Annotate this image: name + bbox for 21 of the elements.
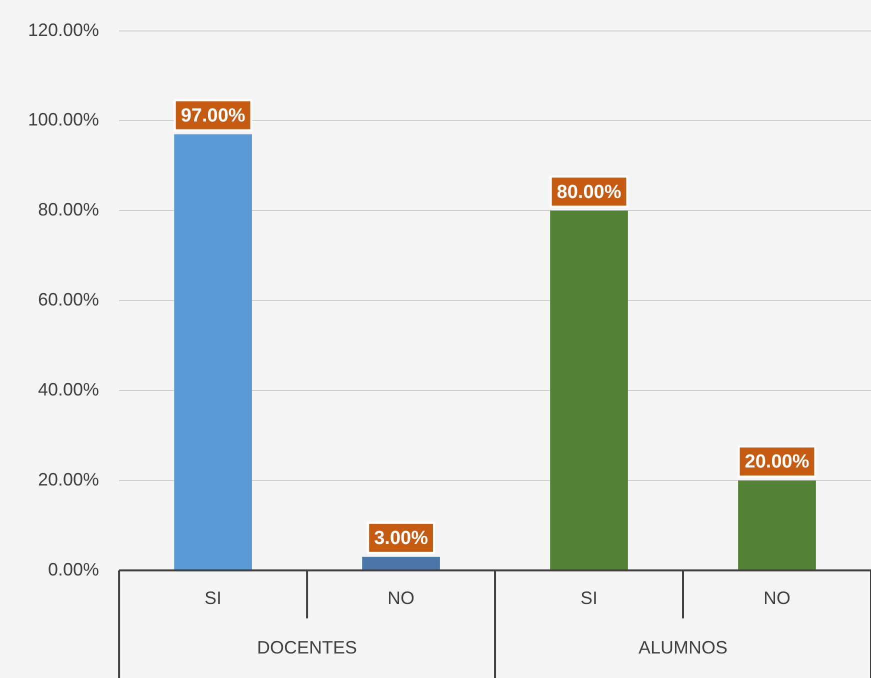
y-tick-label: 40.00%	[38, 380, 100, 400]
x-tick-label: SI	[580, 588, 598, 608]
y-tick-label: 60.00%	[38, 290, 100, 310]
x-tick-label: NO	[764, 588, 791, 608]
bar	[550, 210, 628, 570]
y-tick-label: 100.00%	[28, 110, 100, 130]
data-label: 97.00%	[180, 105, 246, 126]
data-label: 80.00%	[556, 182, 622, 203]
bar	[738, 480, 816, 570]
x-tick-label: NO	[388, 588, 415, 608]
bar	[174, 134, 252, 570]
y-tick-label: 120.00%	[28, 20, 100, 40]
text: ALUMNOS	[638, 637, 728, 658]
y-tick-label: 80.00%	[38, 200, 100, 220]
x-tick-label: SI	[204, 588, 222, 608]
y-tick-label: 20.00%	[38, 469, 100, 490]
y-tick-label: 0.00%	[48, 559, 100, 580]
data-label: 20.00%	[744, 452, 810, 473]
bar	[362, 556, 440, 570]
data-label: 3.00%	[374, 528, 428, 550]
text: DOCENTES	[257, 637, 358, 658]
